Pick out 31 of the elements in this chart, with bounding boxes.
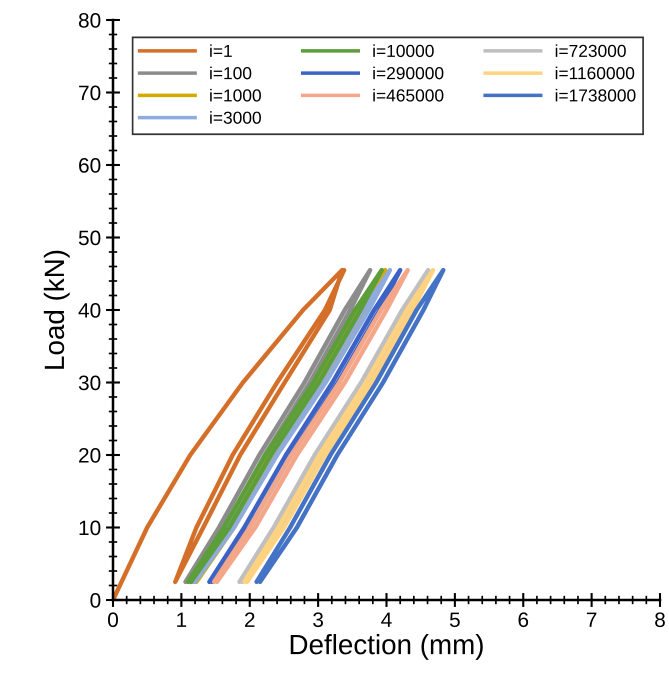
legend-label: i=1	[210, 44, 232, 57]
legend-label: i=1738000	[556, 88, 636, 102]
x-tick-label: 2	[245, 612, 254, 627]
x-tick-label: 0	[108, 612, 118, 628]
y-tick-label: 50	[78, 230, 100, 246]
legend-label: i=465000	[373, 88, 444, 102]
x-tick-label: 6	[518, 612, 528, 628]
y-tick-label: 70	[79, 86, 100, 100]
x-tick-label: 7	[586, 612, 596, 627]
y-tick-label: 10	[80, 520, 100, 536]
line-series	[113, 268, 346, 600]
legend-label: i=3000	[210, 111, 261, 124]
y-tick-label: 20	[79, 448, 100, 463]
legend-label: i=1000	[210, 88, 261, 102]
legend-label: i=290000	[373, 66, 444, 80]
legend-label: i=723000	[556, 44, 626, 58]
x-tick-label: 5	[450, 612, 460, 628]
x-tick-label: 8	[655, 612, 665, 628]
x-tick-label: 3	[313, 612, 324, 628]
y-tick-label: 0	[90, 593, 100, 608]
x-axis-title: Deflection (mm)	[290, 634, 483, 660]
y-tick-label: 40	[78, 303, 100, 318]
x-tick-label: 1	[177, 612, 186, 627]
y-axis-title: Load (kN)	[44, 250, 70, 369]
legend-label: i=100	[210, 66, 252, 80]
y-tick-label: 80	[78, 13, 100, 28]
x-tick-label: 4	[381, 612, 392, 627]
y-tick-label: 30	[78, 376, 100, 390]
legend-label: i=10000	[373, 44, 434, 58]
y-tick-label: 60	[79, 158, 100, 173]
legend-label: i=1160000	[556, 66, 634, 80]
